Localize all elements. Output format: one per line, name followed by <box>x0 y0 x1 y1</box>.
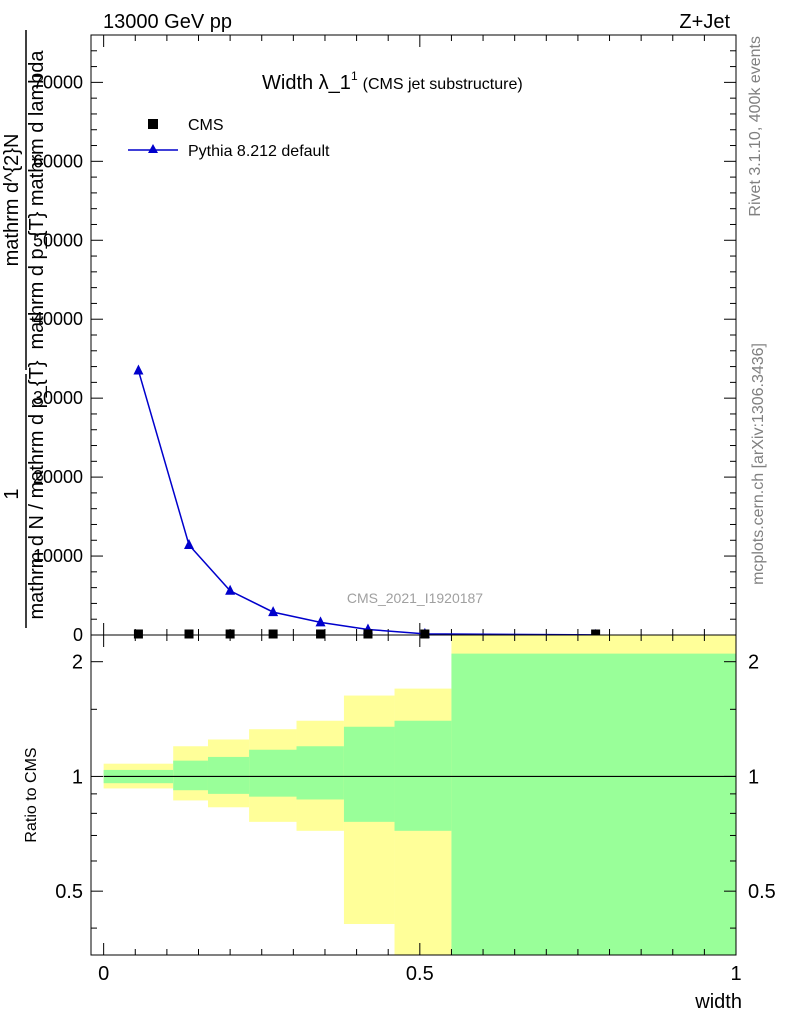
ratio-ytick-label-right-2: 2 <box>748 652 759 674</box>
ratio-band-inner-5 <box>343 726 395 822</box>
ratio-ytick-label-right-1: 1 <box>748 766 759 788</box>
main-ytick-label-2: 20000 <box>33 467 83 487</box>
legend-pythia-marker <box>148 144 158 153</box>
ratio-ytick-label-left-0: 0.5 <box>55 881 83 903</box>
chart-title: Width λ_11 (CMS jet substructure) <box>262 69 523 94</box>
main-ytick-label-4: 40000 <box>33 309 83 329</box>
ratio-band-inner-6 <box>394 720 452 831</box>
chart-title-sup: 1 <box>351 69 358 83</box>
main-ylabel-prefactor-den: mathrm d N / mathrm d p_{T} <box>26 360 48 619</box>
legend-pythia-label: Pythia 8.212 default <box>188 143 330 160</box>
main-ylabel-den: mathrm d p_{T} mathrm d lambda <box>26 50 48 350</box>
ratio-frame <box>90 634 737 956</box>
x-tick-label-0: 0 <box>98 963 109 985</box>
cms-point-6 <box>420 629 430 639</box>
main-ytick-label-1: 10000 <box>33 546 83 566</box>
ratio-axes: 0.5 0.5 1 1 2 2 0 0.5 1 <box>55 634 776 985</box>
pythia-point-0 <box>133 364 144 375</box>
cms-point-5 <box>363 629 373 639</box>
cms-point-4 <box>316 629 326 639</box>
pythia-point-2 <box>225 584 236 595</box>
ratio-ytick-label-right-0: 0.5 <box>748 881 776 903</box>
main-ytick-label-3: 30000 <box>33 388 83 408</box>
main-ylabel-num: mathrm d^{2}N <box>1 134 23 267</box>
ratio-ylabel: Ratio to CMS <box>23 747 40 842</box>
analysis-watermark: CMS_2021_I1920187 <box>347 590 483 606</box>
main-ytick-label-7: 70000 <box>33 72 83 92</box>
cms-point-0 <box>133 629 143 639</box>
header-right-label: Z+Jet <box>679 11 730 33</box>
ratio-band-inner-4 <box>296 746 344 800</box>
main-axes: 0 10000 20000 30000 40000 50000 60000 70000 <box>33 34 737 645</box>
main-ytick-label-0: 0 <box>73 625 83 645</box>
ratio-bands <box>103 635 736 955</box>
pythia-point-4 <box>315 616 326 627</box>
ratio-band-inner-7 <box>451 653 736 955</box>
cms-point-1 <box>184 629 194 639</box>
cms-point-7 <box>591 629 601 639</box>
cms-point-3 <box>268 629 278 639</box>
main-ylabel-prefactor-num: 1 <box>1 488 23 499</box>
ratio-ytick-label-left-2: 2 <box>72 652 83 674</box>
x-tick-label-2: 1 <box>730 963 741 985</box>
legend: CMS Pythia 8.212 default <box>128 117 330 160</box>
legend-cms-marker <box>148 119 158 129</box>
main-ylabel: 1 mathrm d N / mathrm d p_{T} mathrm d^{… <box>1 30 48 628</box>
header-left-label: 13000 GeV pp <box>103 11 232 33</box>
ratio-band-inner-3 <box>249 749 297 797</box>
pythia-point-1 <box>184 539 195 549</box>
ratio-ytick-label-left-1: 1 <box>72 766 83 788</box>
chart-title-paren: (CMS jet substructure) <box>363 76 523 93</box>
rivet-version-label: Rivet 3.1.10, 400k events <box>747 36 764 217</box>
mcplots-label: mcplots.cern.ch [arXiv:1306.3436] <box>750 343 767 585</box>
x-axis-label: width <box>694 991 742 1013</box>
legend-cms-label: CMS <box>188 117 224 134</box>
main-ytick-label-6: 60000 <box>33 151 83 171</box>
ratio-band-inner-1 <box>173 760 208 791</box>
chart-title-main: Width λ_1 <box>262 72 351 94</box>
ratio-band-inner-2 <box>207 756 250 794</box>
main-ytick-label-5: 50000 <box>33 230 83 250</box>
pythia-point-3 <box>268 606 279 617</box>
x-tick-label-1: 0.5 <box>406 963 434 985</box>
cms-point-2 <box>225 629 235 639</box>
pythia-line <box>137 370 596 636</box>
